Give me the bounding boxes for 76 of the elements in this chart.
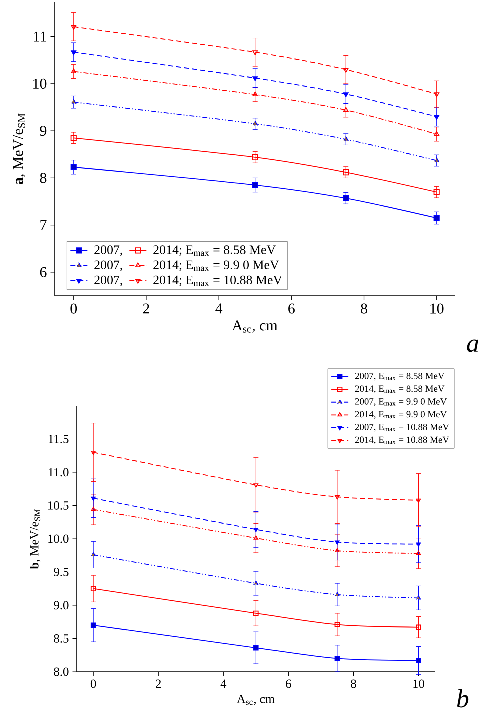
legend-label: 2007, E$_{max}$ = 8.58 MeV [355,372,445,381]
x-tick-label: 10 [414,680,424,688]
legend-label: 2007, [94,260,122,272]
point [434,115,440,120]
legend-label: 2014; E$_{max}$ = 8.58 MeV [154,246,276,256]
point [90,586,96,592]
x-tick-label: 0 [90,680,96,688]
x-tick-label: 8 [361,304,368,314]
legend-label: 2007, [94,246,122,256]
point [416,542,422,547]
y-tick-label: 10 [34,78,47,90]
point [70,164,77,170]
legend-label: 2014, E$_{max}$ = 9.9 0 MeV [355,411,448,419]
legend-label: 2007, E$_{max}$ = 10.88 MeV [355,424,450,432]
point [70,135,77,142]
y-tick-label: 9.0 [54,601,69,610]
point [252,182,258,188]
x-axis-title: A$_{sc}$, cm [232,320,278,333]
point [71,99,77,104]
point [254,610,259,616]
y-tick-label: 10.5 [48,502,69,510]
point [416,596,422,600]
point [343,195,350,202]
x-tick-label: 4 [220,680,227,688]
point [343,136,349,142]
x-tick-label: 4 [216,304,223,314]
point [252,154,258,161]
point [334,656,340,662]
y-tick-label: 11 [34,32,46,42]
point [434,158,440,163]
legend-label: 2007, [94,276,122,286]
point [252,120,258,126]
legend-label: 2014; E$_{max}$ = 10.88 MeV [154,276,282,286]
y-tick-label: 11.0 [48,468,69,477]
point [254,645,259,651]
point [91,552,96,556]
x-axis-title: A$_{sc}$, cm [237,695,275,706]
x-tick-label: 2 [143,304,150,314]
x-tick-label: 2 [156,680,162,688]
point [343,170,350,176]
point [416,658,422,664]
x-tick-label: 6 [286,680,292,688]
legend-label: 2014; E$_{max}$ = 9.9 0 MeV [154,260,280,272]
point [335,592,340,596]
y-tick-label: 8.5 [54,634,69,643]
point [254,528,259,532]
point [71,50,77,56]
y-axis-title: b, MeV/e$_{SM}$ [30,509,41,570]
y-tick-label: 9.5 [54,568,69,576]
x-tick-label: 8 [351,680,356,688]
y-tick-label: 11.5 [48,435,69,444]
y-tick-label: 6 [40,267,47,278]
point [90,622,96,628]
legend-label: 2014, E$_{max}$ = 8.58 MeV [355,386,445,394]
point [252,76,258,82]
x-tick-label: 6 [288,304,295,314]
point [254,580,259,586]
point [434,189,440,196]
legend-label: 2014, E$_{max}$ = 10.88 MeV [355,436,450,445]
text: b [457,689,469,708]
x-tick-label: 0 [70,304,78,314]
y-axis-title: a, MeV/e$_{SM}$ [13,114,26,185]
y-tick-label: 8.0 [54,668,69,676]
y-tick-label: 7 [40,220,47,230]
point [91,496,96,502]
x-tick-label: 10 [430,304,444,314]
text: a [467,340,479,352]
y-tick-label: 8 [40,173,47,184]
point [416,624,422,630]
point [343,92,349,98]
y-tick-label: 9 [40,126,47,136]
point [334,622,340,628]
y-tick-label: 10.0 [48,534,69,544]
point [335,540,340,545]
legend-label: 2007, E$_{max}$ = 9.9 0 MeV [355,398,448,406]
point [434,215,440,222]
